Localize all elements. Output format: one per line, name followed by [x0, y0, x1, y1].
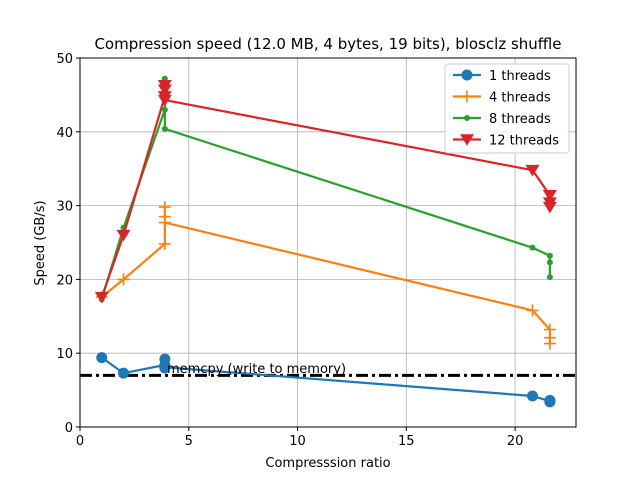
data-point	[461, 69, 473, 81]
x-axis-label: Compresssion ratio	[265, 456, 390, 471]
y-axis-label: Speed (GB/s)	[33, 200, 48, 285]
series	[96, 352, 556, 408]
data-point	[158, 237, 171, 250]
legend-item: 8 threads	[453, 112, 551, 127]
data-point	[526, 304, 539, 317]
reference-line-label: memcpy (write to memory)	[167, 362, 346, 377]
data-point	[96, 352, 108, 364]
legend-box	[444, 63, 570, 154]
axis-ticks: 0 5 10 15 20 0 10 20 30 40 50	[56, 52, 523, 449]
data-point	[159, 361, 171, 373]
legend-label: 12 threads	[489, 134, 559, 149]
data-point	[94, 291, 109, 304]
data-point	[525, 164, 540, 177]
data-point	[116, 229, 131, 242]
data-point	[546, 274, 553, 281]
legend-label: 8 threads	[489, 112, 551, 127]
legend-label: 1 threads	[489, 69, 551, 84]
y-tick-label: 50	[56, 52, 73, 67]
legend: 1 threads 4 threads 8 threads 12 threads	[444, 63, 570, 154]
legend-item: 12 threads	[453, 134, 559, 149]
data-point	[157, 84, 172, 97]
data-point	[158, 216, 171, 229]
x-tick-label: 5	[185, 434, 193, 449]
data-point	[544, 394, 556, 406]
series	[95, 201, 556, 350]
y-tick-label: 0	[65, 421, 73, 436]
data-point	[118, 367, 130, 379]
x-tick-label: 10	[289, 434, 306, 449]
y-tick-label: 20	[56, 273, 73, 288]
data-point	[529, 244, 536, 251]
legend-item: 4 threads	[453, 90, 551, 106]
y-tick-label: 10	[56, 347, 73, 362]
x-tick-label: 15	[398, 434, 415, 449]
data-point	[542, 190, 557, 202]
data-point	[542, 197, 557, 209]
data-point	[161, 106, 168, 113]
data-point	[157, 94, 172, 107]
plot-frame	[79, 57, 577, 428]
data-point	[543, 331, 556, 344]
data-point	[526, 390, 538, 402]
data-point	[546, 259, 553, 266]
data-point	[159, 353, 171, 365]
x-tick-label: 0	[76, 434, 84, 449]
data-point	[546, 252, 553, 259]
data-point	[464, 115, 470, 121]
series-group	[94, 75, 557, 408]
series	[94, 80, 557, 304]
x-tick-label: 20	[507, 434, 524, 449]
legend-item: 1 threads	[453, 69, 551, 84]
data-point	[460, 134, 474, 146]
legend-label: 4 threads	[489, 91, 551, 106]
data-point	[117, 273, 130, 286]
data-point	[461, 90, 473, 103]
data-point	[161, 125, 168, 132]
y-tick-label: 40	[56, 126, 73, 141]
chart-title: Compression speed (12.0 MB, 4 bytes, 19 …	[94, 35, 561, 53]
y-tick-label: 30	[56, 200, 73, 215]
